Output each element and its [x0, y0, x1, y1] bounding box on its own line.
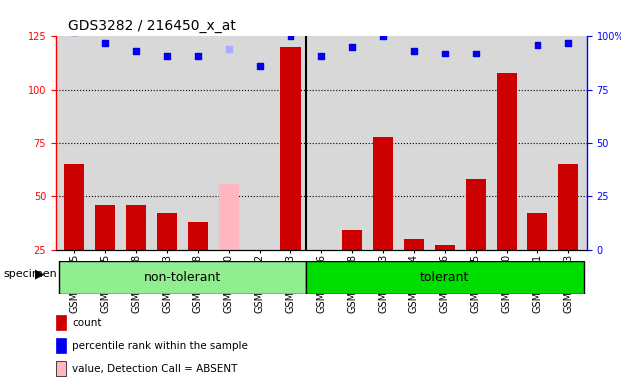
Text: tolerant: tolerant: [420, 271, 469, 284]
Point: [193, 53, 203, 59]
Bar: [65, 164, 84, 303]
Point: [502, 25, 512, 31]
Bar: [59, 261, 306, 294]
Point: [255, 63, 265, 70]
Bar: [306, 261, 584, 294]
Bar: [95, 205, 116, 303]
Point: [378, 33, 388, 40]
Bar: [527, 214, 548, 303]
Text: GDS3282 / 216450_x_at: GDS3282 / 216450_x_at: [68, 19, 236, 33]
Text: value, Detection Call = ABSENT: value, Detection Call = ABSENT: [72, 364, 237, 374]
Text: percentile rank within the sample: percentile rank within the sample: [72, 341, 248, 351]
Point: [471, 50, 481, 56]
Bar: [404, 239, 424, 303]
Bar: [435, 245, 455, 303]
Bar: [126, 205, 146, 303]
Point: [70, 29, 79, 35]
Text: specimen: specimen: [3, 268, 57, 279]
Bar: [558, 164, 578, 303]
Point: [532, 42, 542, 48]
Bar: [466, 179, 486, 303]
Point: [101, 40, 111, 46]
Point: [224, 46, 233, 52]
Point: [286, 33, 296, 40]
Point: [162, 53, 172, 59]
Bar: [188, 222, 208, 303]
Point: [409, 48, 419, 55]
Bar: [497, 73, 517, 303]
Bar: [281, 47, 301, 303]
Point: [440, 50, 450, 56]
Text: count: count: [72, 318, 102, 328]
Text: ▶: ▶: [35, 267, 45, 280]
Bar: [157, 214, 177, 303]
Bar: [250, 256, 270, 303]
Point: [347, 44, 357, 50]
Bar: [342, 230, 362, 303]
Text: non-tolerant: non-tolerant: [144, 271, 221, 284]
Point: [316, 53, 327, 59]
Point: [563, 40, 573, 46]
Bar: [373, 137, 393, 303]
Bar: [219, 184, 239, 303]
Bar: [311, 265, 332, 303]
Point: [131, 48, 141, 55]
